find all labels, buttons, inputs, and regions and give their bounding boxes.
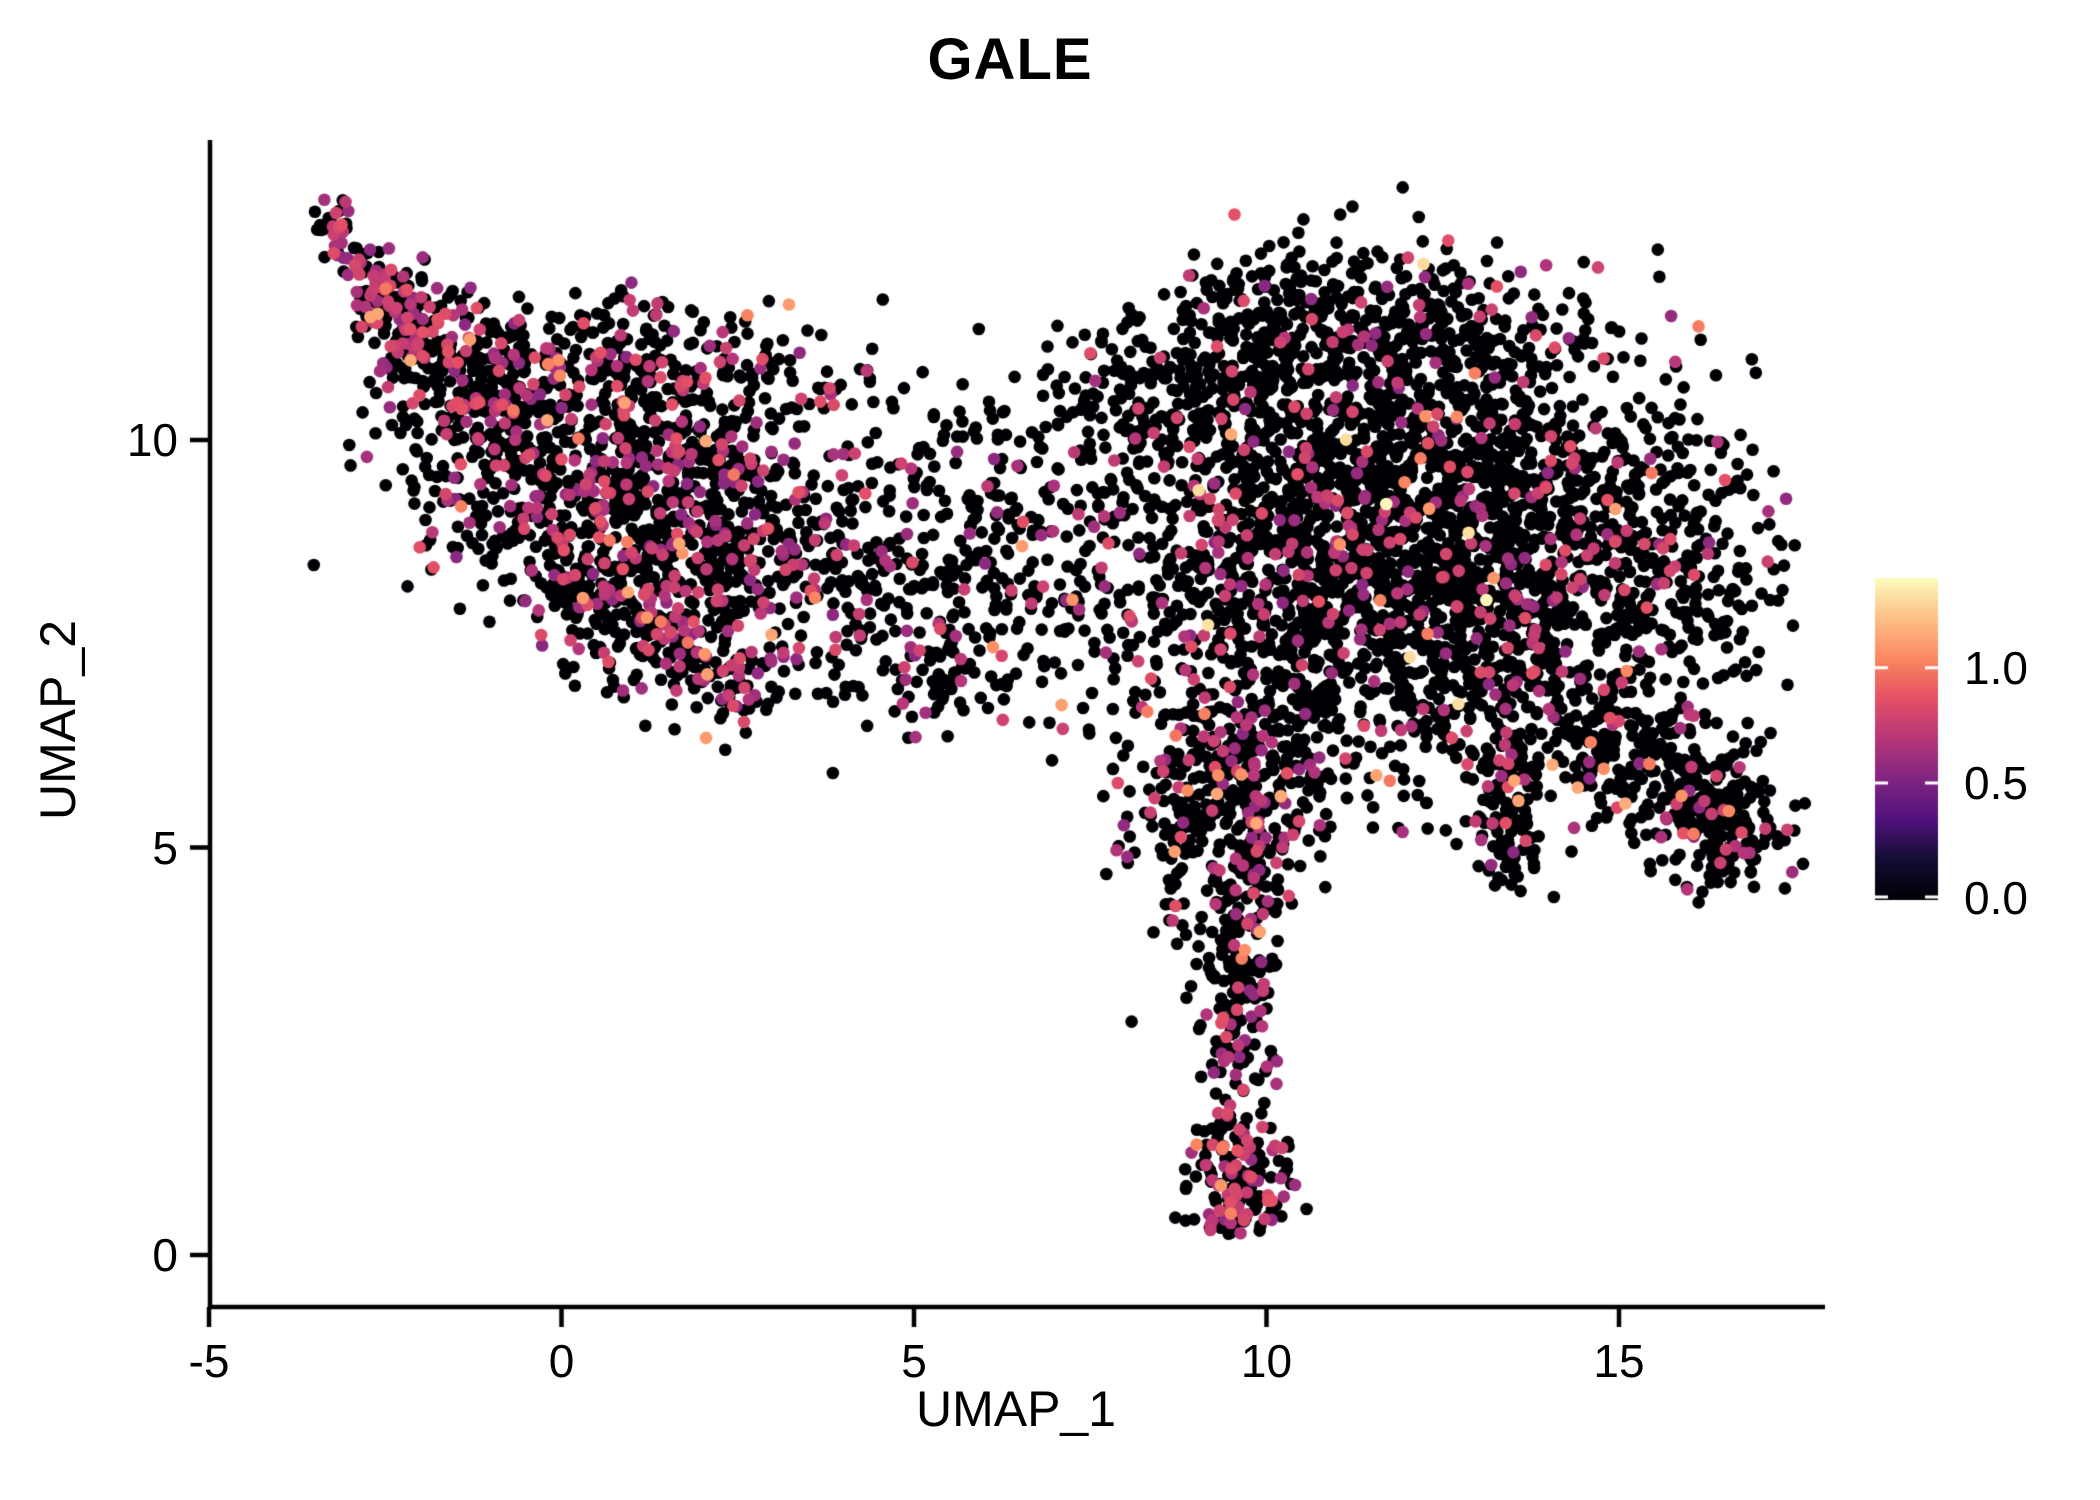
x-tick-label: 0 [548,1335,575,1387]
x-axis-label: UMAP_1 [915,1381,1117,1437]
y-tick-label: 10 [126,414,178,466]
colorbar-tick-label: 0.5 [1964,756,2028,809]
x-tick-label: 15 [1593,1335,1645,1387]
colorbar-tick-label: 1.0 [1964,641,2028,694]
x-tick-label: 5 [901,1335,927,1387]
y-tick-label: 0 [152,1229,178,1281]
colorbar-tick-label: 0.0 [1964,872,2028,924]
y-axis-label: UMAP_2 [30,619,86,821]
chart-title: GALE [927,27,1093,92]
x-tick-label: 10 [1240,1335,1293,1387]
y-tick-label: 5 [152,821,178,874]
x-tick-label: -5 [188,1335,230,1387]
